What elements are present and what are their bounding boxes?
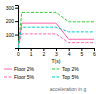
legend-item: Floor 5% (4, 74, 35, 80)
series-line (18, 23, 94, 48)
x-tick-label: 5 (80, 51, 83, 57)
y-axis: 100 200 300 (6, 5, 19, 49)
x-tick: 6 (93, 48, 96, 57)
series-line (18, 34, 94, 48)
legend-label: Top 2% (62, 66, 79, 72)
legend-swatch (4, 77, 12, 78)
x-tick: 5 (80, 48, 83, 57)
x-tick: 0 (17, 48, 20, 57)
plot: 0 1 2 3 4 5 6 100 200 300 (6, 5, 96, 57)
y-tick: 100 (6, 32, 18, 38)
annotation: acceleration in g (50, 86, 87, 92)
y-tick-mark (15, 8, 18, 9)
x-tick-label: 3 (55, 51, 58, 57)
y-tick-label: 300 (6, 5, 15, 11)
x-tick-label: 0 (17, 51, 20, 57)
x-tick-label: 6 (93, 51, 96, 57)
x-axis-title: T(s) (52, 58, 61, 64)
x-tick-label: 2 (42, 51, 45, 57)
y-tick: 300 (6, 5, 18, 11)
lines (18, 12, 94, 48)
series-line (18, 27, 94, 48)
y-tick-label: 100 (6, 32, 15, 38)
legend-item: Top 2% (52, 66, 79, 72)
legend-label: Floor 2% (14, 66, 35, 72)
legend-label: Top 5% (62, 74, 79, 80)
y-axis-line (15, 6, 19, 49)
legend-label: Floor 5% (14, 74, 35, 80)
legend-item: Top 5% (52, 74, 79, 80)
legend-swatch (52, 69, 60, 70)
x-tick: 3 (55, 48, 58, 57)
chart: 0 1 2 3 4 5 6 100 200 300 T(s) Floor 2% Floor 5% Top … (0, 0, 100, 94)
y-tick-mark (15, 35, 18, 36)
x-tick: 2 (42, 48, 45, 57)
x-tick: 1 (30, 48, 33, 57)
x-tick: 4 (68, 48, 71, 57)
y-tick-mark (15, 21, 18, 22)
legend-item: Floor 2% (4, 66, 35, 72)
y-tick-label: 200 (6, 18, 15, 24)
legend-swatch (4, 69, 12, 70)
x-axis: 0 1 2 3 4 5 6 (17, 48, 96, 57)
y-tick: 200 (6, 18, 18, 24)
x-tick-label: 4 (68, 51, 71, 57)
series-line (18, 12, 94, 48)
x-tick-label: 1 (30, 51, 33, 57)
legend: Floor 2% Floor 5% Top 2% Top 5% (4, 66, 79, 80)
legend-swatch (52, 77, 60, 78)
